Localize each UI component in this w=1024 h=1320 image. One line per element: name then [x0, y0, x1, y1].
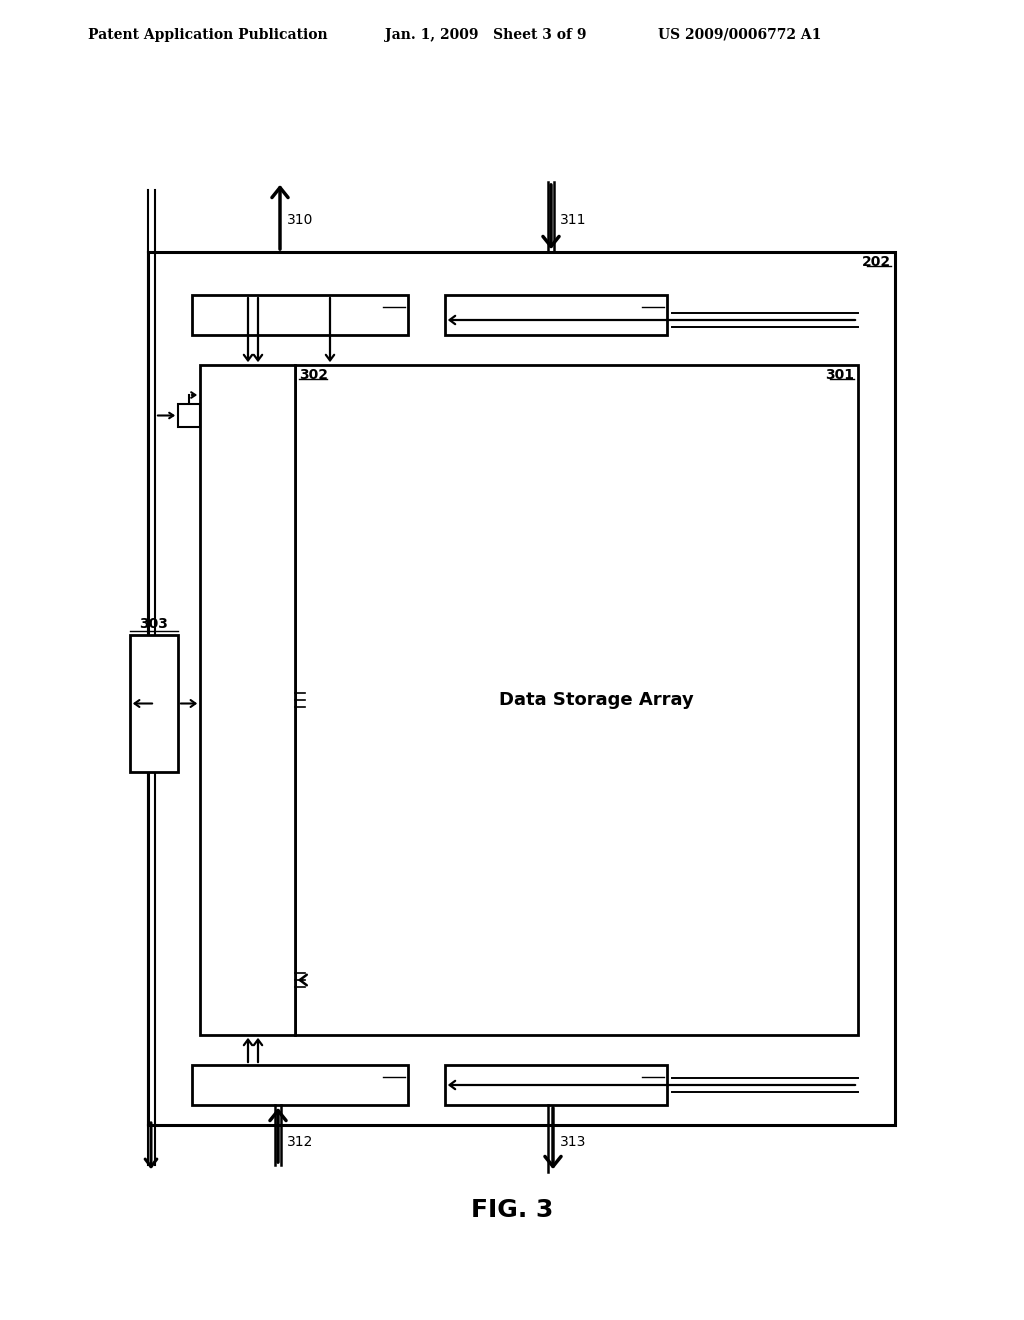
Bar [295, 366, 858, 1035]
Text: Control
Logic: Control Logic [213, 678, 282, 722]
Bar [193, 294, 408, 335]
Bar [193, 1065, 408, 1105]
Bar [178, 404, 200, 426]
Text: 303: 303 [139, 616, 168, 631]
Text: 313: 313 [560, 1135, 587, 1148]
Text: 301: 301 [825, 368, 854, 381]
Text: 304: 304 [202, 403, 228, 417]
Bar [200, 366, 295, 1035]
Text: 308: 308 [376, 1067, 406, 1081]
Text: Inbound Data Rcv: Inbound Data Rcv [219, 1077, 371, 1093]
Text: 202: 202 [862, 255, 891, 269]
Text: Patent Application Publication: Patent Application Publication [88, 28, 328, 42]
Text: 309: 309 [635, 1067, 664, 1081]
Text: 306: 306 [635, 297, 664, 312]
Text: 310: 310 [287, 213, 313, 227]
Text: Data Storage Array: Data Storage Array [499, 690, 694, 709]
Text: 302: 302 [299, 368, 328, 381]
Bar [148, 252, 895, 1125]
Bar [130, 635, 178, 772]
Text: 311: 311 [560, 213, 587, 227]
Text: P
L
L: P L L [147, 671, 160, 737]
Text: 312: 312 [287, 1135, 313, 1148]
Text: Inbound Data Drv: Inbound Data Drv [219, 308, 371, 322]
Text: Outbound Data Rcv: Outbound Data Rcv [468, 308, 635, 322]
Bar [445, 294, 667, 335]
Text: FIG. 3: FIG. 3 [471, 1199, 553, 1222]
Text: US 2009/0006772 A1: US 2009/0006772 A1 [658, 28, 821, 42]
Text: M: M [183, 409, 196, 422]
Text: Outbound Data Drv: Outbound Data Drv [468, 1077, 634, 1093]
Text: Jan. 1, 2009   Sheet 3 of 9: Jan. 1, 2009 Sheet 3 of 9 [385, 28, 587, 42]
Text: 305: 305 [376, 297, 406, 312]
Bar [445, 1065, 667, 1105]
